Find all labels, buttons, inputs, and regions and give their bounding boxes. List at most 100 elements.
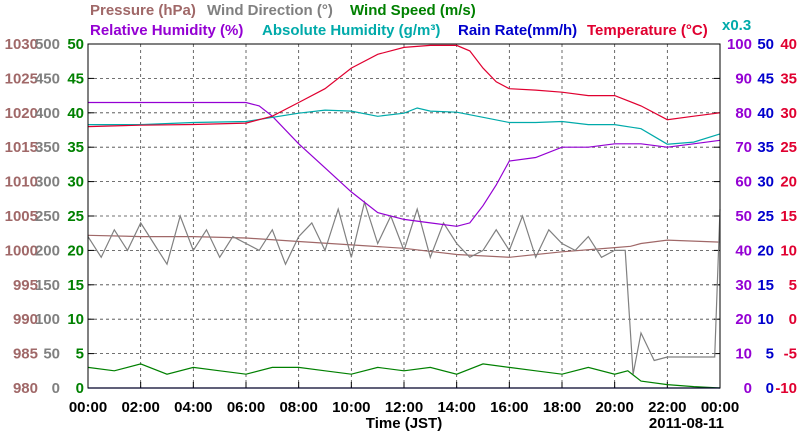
y-tick-label-relative-humidity: 10 [735,346,752,363]
y-tick-label-wind-direction: 200 [35,242,60,259]
y-tick-label-pressure: 995 [13,277,38,294]
y-tick-label-pressure: 1010 [5,174,38,191]
y-tick-label-wind-speed: 0 [76,380,84,397]
series-line-absolute-humidity [88,107,721,145]
y-tick-label-temperature: 35 [780,70,797,87]
y-tick-label-temperature: 5 [789,277,797,294]
y-tick-label-wind-speed: 50 [67,36,84,53]
y-tick-label-pressure: 1000 [5,242,38,259]
y-tick-label-wind-speed: 10 [67,311,84,328]
y-tick-label-pressure: 1015 [5,139,38,156]
x-axis-label: Time (JST) [366,415,442,432]
y-tick-label-pressure: 980 [13,380,38,397]
y-tick-label-wind-direction: 300 [35,174,60,191]
y-tick-label-temperature: 15 [780,208,797,225]
y-tick-label-wind-direction: 0 [52,380,60,397]
y-tick-label-wind-speed: 40 [67,105,84,122]
y-tick-label-wind-direction: 500 [35,36,60,53]
x-tick-label: 16:00 [490,399,528,416]
y-tick-label-wind-direction: 350 [35,139,60,156]
x-tick-label: 00:00 [69,399,107,416]
y-tick-label-wind-speed: 45 [67,70,84,87]
y-tick-label-pressure: 985 [13,346,38,363]
y-tick-label-rain-rate: 40 [757,105,774,122]
y-tick-label-temperature: -5 [784,346,797,363]
title-wind-speed: Wind Speed (m/s) [350,2,476,19]
x-tick-label: 14:00 [437,399,475,416]
title-wind-direction: Wind Direction (°) [207,2,333,19]
y-tick-label-wind-direction: 450 [35,70,60,87]
y-tick-label-rain-rate: 45 [757,70,774,87]
y-tick-label-relative-humidity: 50 [735,208,752,225]
y-tick-label-relative-humidity: 40 [735,242,752,259]
y-tick-label-wind-direction: 250 [35,208,60,225]
series-line-relative-humidity [88,101,721,227]
y-tick-label-temperature: 20 [780,174,797,191]
y-tick-label-relative-humidity: 20 [735,311,752,328]
title-rain-rate: Rain Rate(mm/h) [458,22,577,39]
y-tick-label-wind-speed: 5 [76,346,84,363]
x-tick-label: 12:00 [385,399,423,416]
y-tick-label-relative-humidity: 90 [735,70,752,87]
x-tick-label: 08:00 [279,399,317,416]
y-tick-label-wind-direction: 400 [35,105,60,122]
x-tick-label: 22:00 [648,399,686,416]
y-tick-label-temperature: 30 [780,105,797,122]
y-tick-label-pressure: 990 [13,311,38,328]
x-tick-label: 06:00 [227,399,265,416]
y-tick-label-rain-rate: 20 [757,242,774,259]
y-tick-label-rain-rate: 25 [757,208,774,225]
title-absolute-humidity-factor: x0.3 [722,17,751,34]
title-relative-humidity: Relative Humidity (%) [90,22,243,39]
y-tick-label-rain-rate: 10 [757,311,774,328]
title-temperature: Temperature (°C) [587,22,708,39]
y-tick-label-wind-speed: 30 [67,174,84,191]
series-line-temperature [87,44,721,128]
x-axis-ticks: 00:00 02:00 04:00 06:00 08:00 10:00 12:00 14:00… [69,382,739,416]
y-tick-label-wind-speed: 35 [67,139,84,156]
y-tick-label-rain-rate: 35 [757,139,774,156]
y-tick-label-rain-rate: 0 [766,380,774,397]
x-tick-label: 18:00 [543,399,581,416]
x-tick-label: 04:00 [174,399,212,416]
y-tick-label-wind-speed: 25 [67,208,84,225]
y-tick-label-relative-humidity: 80 [735,105,752,122]
y-tick-label-rain-rate: 5 [766,346,774,363]
x-tick-label: 20:00 [595,399,633,416]
y-tick-label-temperature: 25 [780,139,797,156]
y-tick-label-rain-rate: 30 [757,174,774,191]
y-tick-label-temperature: -10 [775,380,797,397]
grid [88,44,720,388]
y-tick-label-relative-humidity: 30 [735,277,752,294]
x-tick-label: 02:00 [121,399,159,416]
series-line-wind-direction [87,199,721,375]
y-tick-label-temperature: 0 [789,311,797,328]
y-tick-label-wind-speed: 15 [67,277,84,294]
y-tick-label-relative-humidity: 0 [744,380,752,397]
x-tick-label: 00:00 [701,399,739,416]
y-tick-label-temperature: 10 [780,242,797,259]
y-tick-label-pressure: 1005 [5,208,38,225]
date-label: 2011-08-11 [649,415,724,432]
y-tick-label-relative-humidity: 70 [735,139,752,156]
title-pressure: Pressure (hPa) [90,2,196,19]
y-tick-label-temperature: 40 [780,36,797,53]
series-lines [87,44,721,389]
y-tick-label-wind-direction: 50 [43,346,60,363]
y-tick-label-rain-rate: 15 [757,277,774,294]
series-line-wind-speed [87,363,721,389]
series-line-pressure [87,234,721,258]
y-tick-label-pressure: 1025 [5,70,38,87]
y-tick-label-rain-rate: 50 [757,36,774,53]
x-tick-label: 10:00 [332,399,370,416]
y-tick-label-wind-direction: 150 [35,277,60,294]
y-tick-label-pressure: 1020 [5,105,38,122]
y-tick-label-pressure: 1030 [5,36,38,53]
y-tick-label-relative-humidity: 100 [727,36,752,53]
title-absolute-humidity: Absolute Humidity (g/m³) [262,22,440,39]
y-tick-label-wind-direction: 100 [35,311,60,328]
y-tick-label-wind-speed: 20 [67,242,84,259]
y-tick-label-relative-humidity: 60 [735,174,752,191]
plot-frame [87,43,721,389]
